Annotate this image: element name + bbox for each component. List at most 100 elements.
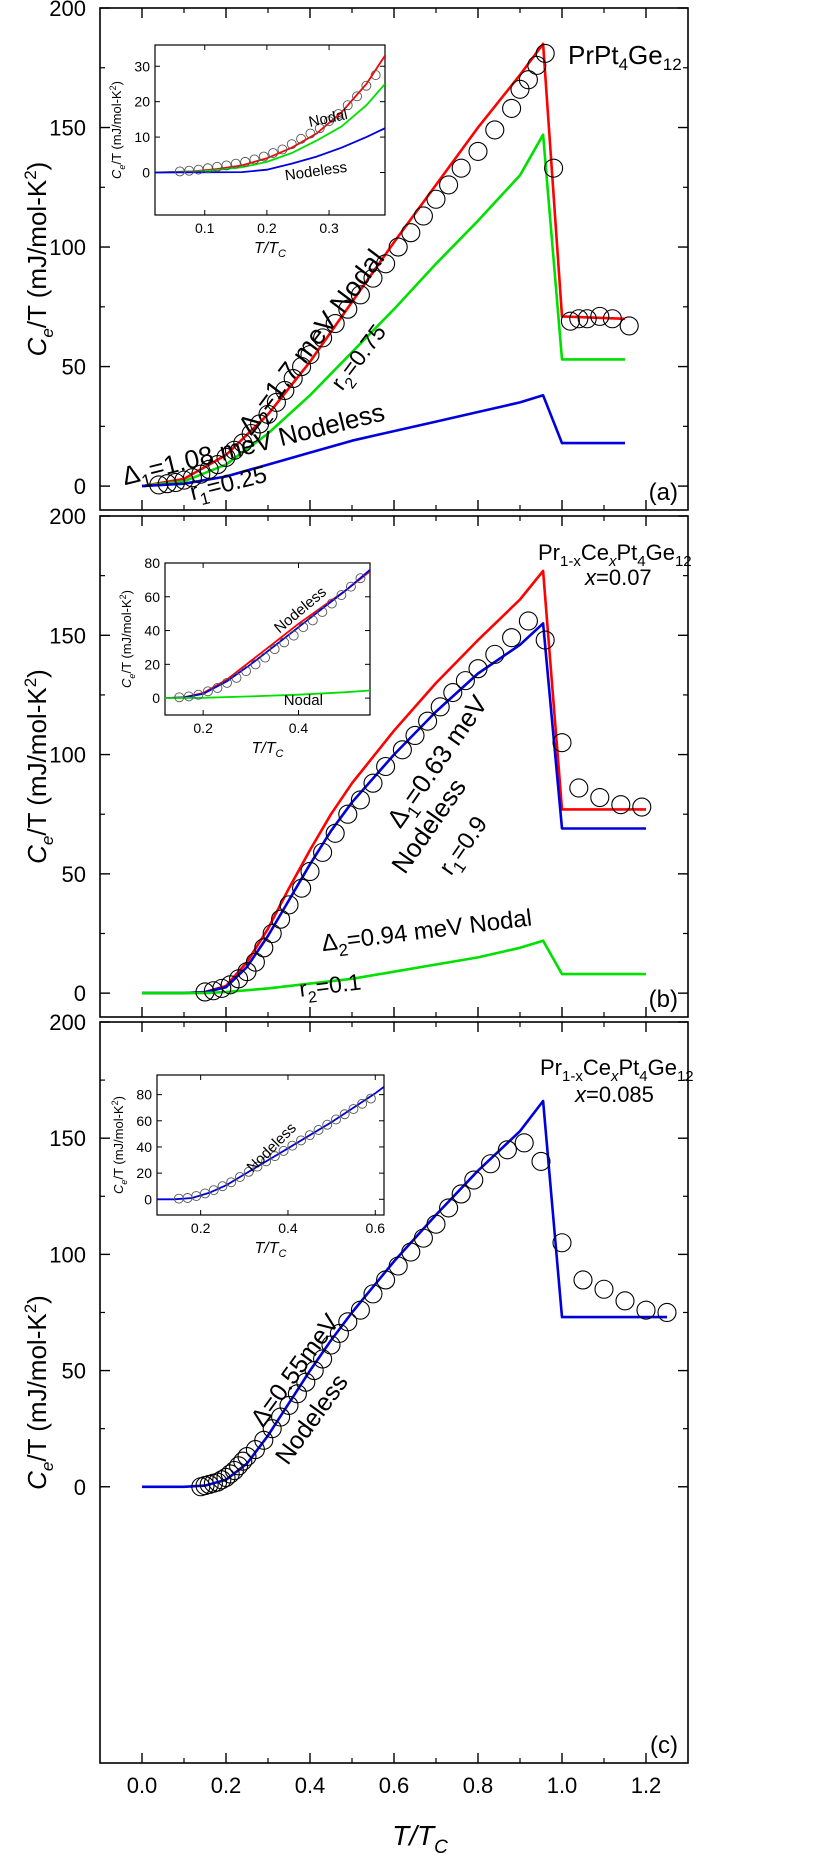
compound-formula: PrPt4Ge12 [568, 40, 682, 74]
data-marker [363, 1284, 383, 1304]
inset-x-tick-label: 0.6 [366, 1220, 386, 1236]
x-tick-label: 0.6 [379, 1773, 410, 1798]
data-marker [535, 630, 555, 650]
inset-data-marker [212, 683, 223, 693]
inset-x-axis-label: T/TC [252, 740, 284, 760]
inset-data-marker [240, 156, 251, 167]
inset-y-tick-label: 20 [136, 1165, 152, 1181]
inset-x-axis-label-sub: C [276, 748, 284, 760]
data-marker [455, 671, 475, 691]
plot-content [141, 42, 639, 495]
y-axis-label-main: C [22, 845, 52, 864]
data-marker [518, 611, 538, 631]
data-marker [430, 697, 450, 717]
inset-x-tick-label: 0.2 [257, 220, 277, 236]
y-axis-label-sup: 2 [21, 170, 40, 179]
data-marker [250, 414, 270, 434]
inset-data-marker [287, 1140, 298, 1151]
inset-series-line-1 [155, 83, 385, 174]
series-line-2 [141, 394, 625, 488]
data-marker [350, 285, 370, 305]
data-marker [388, 237, 408, 257]
y-tick-label: 150 [49, 1126, 86, 1151]
inset-data-marker [342, 100, 353, 111]
data-marker [426, 1214, 446, 1234]
y-axis-label: Ce/T (mJ/mol-K2) [21, 1295, 57, 1490]
data-marker [376, 1270, 396, 1290]
data-marker [569, 778, 589, 798]
inset-content [157, 1086, 384, 1204]
data-marker [338, 804, 358, 824]
annotation-text: Δ [320, 928, 339, 957]
y-axis-label: Ce/T (mJ/mol-K2) [21, 162, 57, 357]
data-marker [443, 682, 463, 703]
inset-data-marker [296, 1135, 307, 1146]
inset-data-marker [331, 1114, 341, 1125]
data-marker [313, 842, 333, 862]
inset-data-marker [269, 1151, 280, 1162]
plot-content [142, 569, 652, 1002]
inset-x-axis-label: T/TC [254, 240, 286, 260]
inset-x-tick-label: 0.1 [195, 220, 215, 236]
inset-data-marker [217, 1181, 228, 1192]
data-marker [401, 223, 421, 243]
data-marker [590, 306, 610, 326]
inset-frame [164, 562, 371, 716]
formula-part: Pr [540, 1055, 562, 1080]
annotation-4: r2=0.1 [298, 968, 363, 1007]
inset-x-tick-label: 0.4 [289, 720, 309, 736]
data-marker [413, 206, 433, 226]
data-marker [392, 740, 412, 760]
y-tick-label: 0 [74, 981, 86, 1006]
y-axis-label-rest: /T (mJ/mol-K [22, 179, 52, 328]
inset-data-marker [200, 1188, 210, 1199]
inset-content [165, 569, 370, 703]
formula-sub: 12 [675, 553, 692, 570]
x-tick-label: 0.2 [211, 1773, 242, 1798]
y-axis-label-rest: /T (mJ/mol-K [22, 687, 52, 836]
inset-data-marker [348, 1104, 359, 1114]
data-marker [573, 1270, 593, 1290]
series-line-0 [142, 1099, 667, 1489]
formula-part: Ge [648, 1055, 677, 1080]
inset-data-marker [231, 672, 242, 683]
concentration-label: x=0.07 [584, 565, 652, 590]
inset-data-marker [183, 691, 194, 702]
data-marker [313, 328, 333, 348]
annotation-text: =0.94 meV Nodal [345, 905, 533, 954]
data-marker [485, 120, 505, 140]
y-tick-label: 100 [49, 1242, 86, 1267]
x-tick-label: 0.4 [295, 1773, 326, 1798]
x-axis-label: T/TC [392, 1820, 448, 1858]
series-line-0 [141, 42, 626, 488]
inset-y-label-rest: /T (mJ/mol-K [109, 90, 124, 164]
data-marker [388, 1256, 408, 1276]
inset-data-marker [243, 1166, 254, 1177]
inset-y-tick-label: 40 [136, 1139, 152, 1155]
data-marker [657, 1302, 677, 1323]
data-marker [325, 823, 345, 843]
data-marker [233, 433, 253, 453]
data-marker [615, 1291, 635, 1311]
data-marker [325, 313, 345, 334]
inset-data-marker [313, 1125, 324, 1135]
inset-data-marker [250, 659, 261, 670]
inset-y-label-close: ) [109, 81, 124, 85]
data-marker [376, 756, 396, 777]
data-marker [245, 952, 265, 972]
data-marker [560, 311, 580, 331]
data-marker [464, 1170, 484, 1190]
inset-data-marker [226, 1177, 237, 1188]
data-marker [363, 268, 383, 288]
inset-data-marker [305, 128, 316, 139]
y-axis-label-sub: e [38, 836, 57, 845]
inset-y-label-main: C [109, 169, 124, 179]
inset-data-marker [336, 590, 347, 601]
inset-data-marker [260, 652, 271, 663]
data-marker [514, 1133, 534, 1153]
data-marker [350, 790, 370, 810]
concentration-label: x=0.085 [574, 1082, 654, 1107]
inset-y-axis-label: Ce/T (mJ/mol-K2) [110, 1096, 129, 1194]
data-marker [577, 309, 597, 329]
